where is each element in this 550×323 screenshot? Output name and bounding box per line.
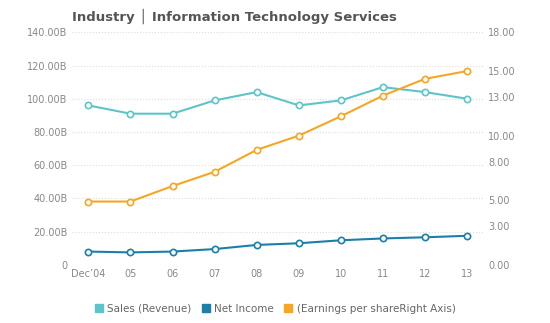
Text: Industry │ Information Technology Services: Industry │ Information Technology Servic… [72, 9, 397, 25]
Legend: Sales (Revenue), Net Income, (Earnings per shareRight Axis): Sales (Revenue), Net Income, (Earnings p… [90, 299, 460, 318]
